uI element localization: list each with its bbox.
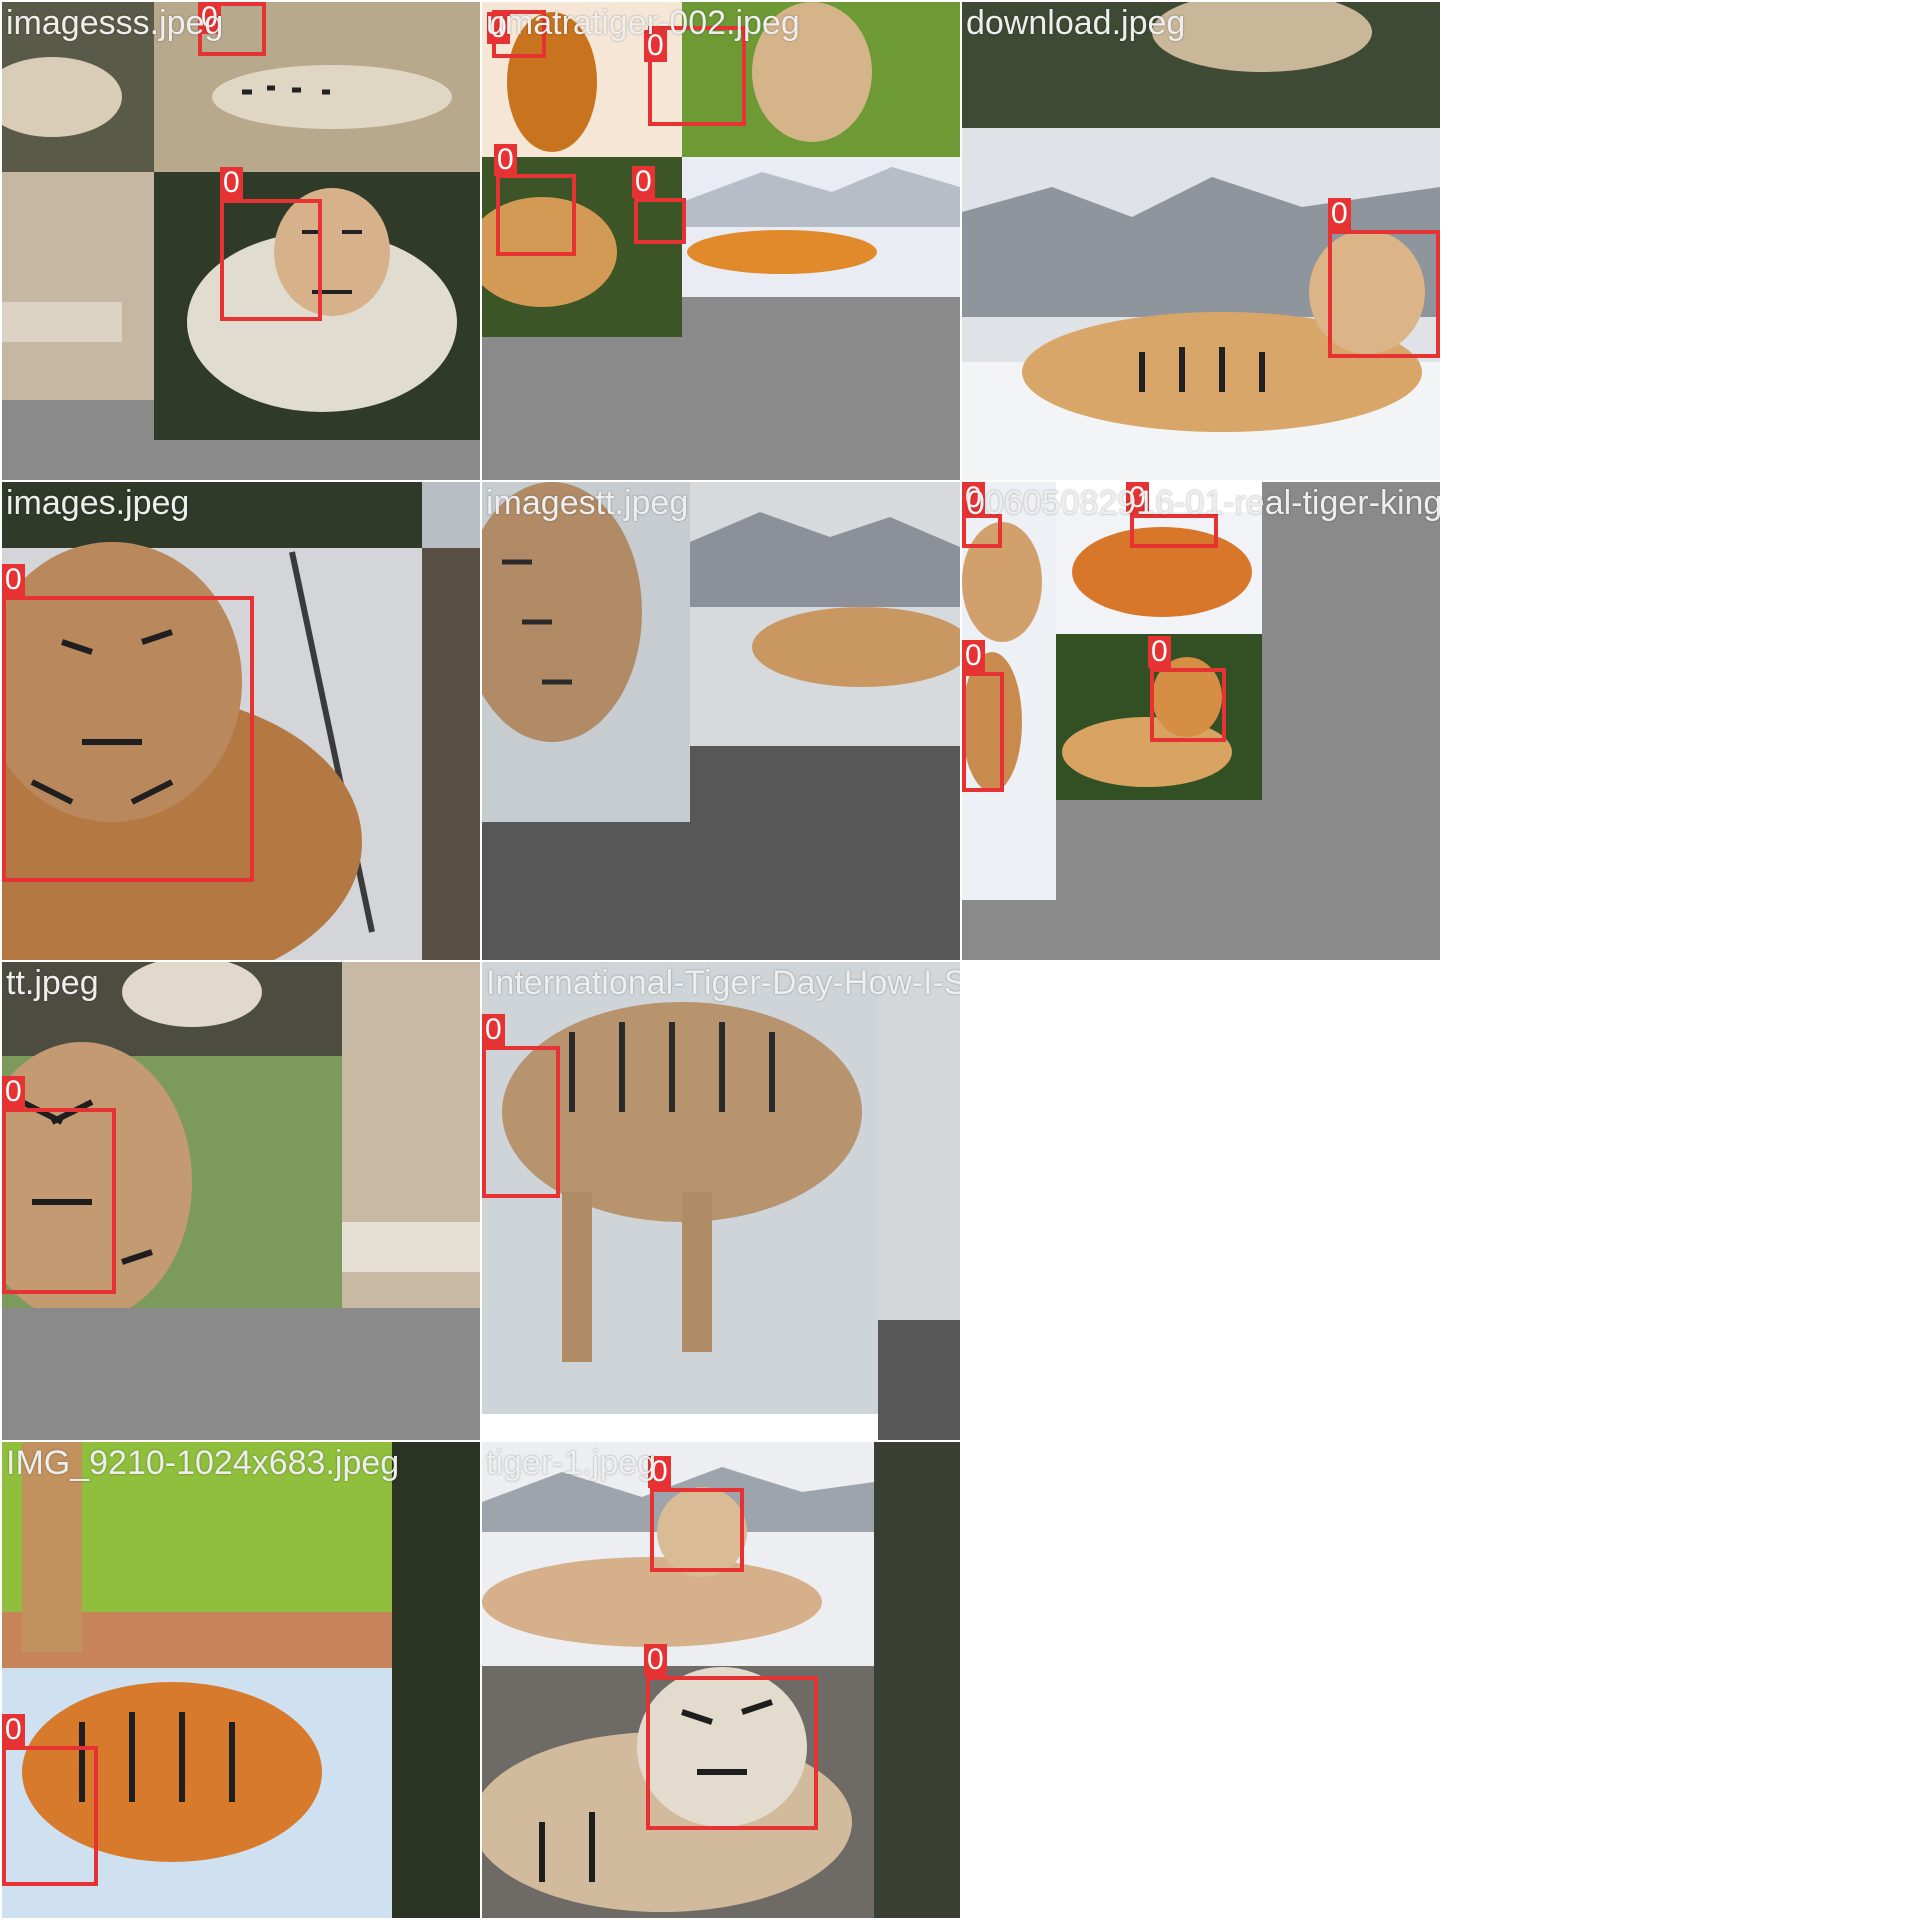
class-label: 0 xyxy=(632,166,655,198)
mosaic-tile-7: tt.jpeg 0 xyxy=(2,962,480,1440)
class-label: 0 xyxy=(962,482,985,514)
class-label: 0 xyxy=(2,1076,25,1108)
mosaic-tile-1: imagesss.jpeg 0 0 xyxy=(2,2,480,480)
mosaic-tile-4: images.jpeg 0 xyxy=(2,482,480,960)
class-label: 0 xyxy=(2,1714,25,1746)
image-filename: IMG_9210-1024x683.jpeg xyxy=(6,1444,400,1482)
image-filename: umatratiger-002.jpeg xyxy=(486,4,800,42)
mosaic-tile-3: download.jpeg 0 xyxy=(962,2,1440,480)
bounding-box xyxy=(1150,668,1226,742)
bounding-box xyxy=(1130,514,1218,548)
class-label: 0 xyxy=(648,1456,671,1488)
bounding-box xyxy=(2,596,254,882)
class-label: 0 xyxy=(1328,198,1351,230)
image-filename: download.jpeg xyxy=(966,4,1186,42)
image-filename: images.jpeg xyxy=(6,484,190,522)
tiger-photo-mosaic xyxy=(962,2,1440,480)
class-label: 0 xyxy=(487,12,510,44)
image-filename: 00605082916-01-real-tiger-king-siberian xyxy=(966,484,1440,522)
bounding-box xyxy=(650,1488,744,1572)
bounding-box xyxy=(962,672,1004,792)
tiger-photo-mosaic xyxy=(482,482,960,960)
bounding-box xyxy=(648,26,746,126)
tiger-photo-mosaic xyxy=(482,962,960,1440)
bounding-box xyxy=(962,514,1002,548)
mosaic-tile-5: imagestt.jpeg xyxy=(482,482,960,960)
bounding-box xyxy=(646,1676,818,1830)
mosaic-tile-2: umatratiger-002.jpeg 0 0 0 0 xyxy=(482,2,960,480)
image-filename: imagestt.jpeg xyxy=(486,484,689,522)
bounding-box xyxy=(496,174,576,256)
class-label: 0 xyxy=(198,2,221,34)
bounding-box xyxy=(2,1108,116,1294)
tiger-photo-mosaic xyxy=(962,482,1440,960)
image-filename: International-Tiger-Day-How-I-Spotted-Ti xyxy=(486,964,960,1002)
mosaic-tile-8: International-Tiger-Day-How-I-Spotted-Ti… xyxy=(482,962,960,1440)
class-label: 0 xyxy=(220,167,243,199)
bounding-box xyxy=(1328,230,1440,358)
bounding-box xyxy=(482,1046,560,1198)
tiger-photo-mosaic xyxy=(482,1442,960,1918)
class-label: 0 xyxy=(644,1644,667,1676)
class-label: 0 xyxy=(1126,482,1149,514)
class-label: 0 xyxy=(1148,636,1171,668)
image-filename: imagesss.jpeg xyxy=(6,4,224,42)
mosaic-tile-9: IMG_9210-1024x683.jpeg 0 xyxy=(2,1442,480,1918)
bounding-box xyxy=(2,1746,98,1886)
tiger-photo-mosaic xyxy=(2,482,480,960)
mosaic-tile-6: 00605082916-01-real-tiger-king-siberian … xyxy=(962,482,1440,960)
class-label: 0 xyxy=(494,144,517,176)
bounding-box xyxy=(634,198,686,244)
class-label: 0 xyxy=(962,640,985,672)
tiger-photo-mosaic xyxy=(2,1442,480,1918)
bounding-box xyxy=(220,199,322,321)
class-label: 0 xyxy=(644,30,667,62)
image-filename: tiger-1.jpeg xyxy=(486,1444,657,1482)
tiger-photo-mosaic xyxy=(2,2,480,480)
class-label: 0 xyxy=(482,1014,505,1046)
mosaic-tile-10: tiger-1.jpeg 0 0 xyxy=(482,1442,960,1918)
class-label: 0 xyxy=(2,564,25,596)
tiger-photo-mosaic xyxy=(2,962,480,1440)
image-filename: tt.jpeg xyxy=(6,964,99,1002)
